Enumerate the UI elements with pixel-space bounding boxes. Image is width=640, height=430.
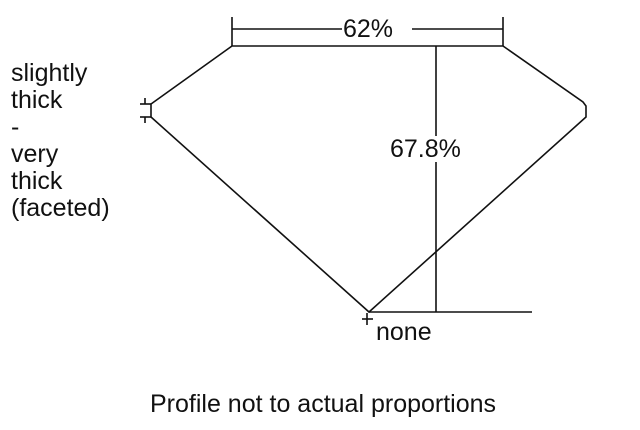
culet-marker [362, 313, 373, 325]
depth-percentage: 67.8% [390, 135, 461, 163]
girdle-marker [140, 98, 151, 123]
gem-outline [150, 45, 587, 314]
girdle-label-line: slightly [11, 59, 88, 87]
girdle-label-line: (faceted) [11, 194, 110, 222]
girdle-label-line: thick [11, 167, 63, 195]
caption: Profile not to actual proportions [150, 390, 497, 418]
girdle-label-line: very [11, 140, 59, 168]
girdle-thickness-label: slightly thick - very thick (faceted) [11, 60, 110, 222]
girdle-label-line: thick [11, 86, 63, 114]
girdle-label-line: - [11, 113, 20, 141]
table-percentage: 62% [343, 15, 394, 43]
culet-label: none [376, 318, 432, 346]
